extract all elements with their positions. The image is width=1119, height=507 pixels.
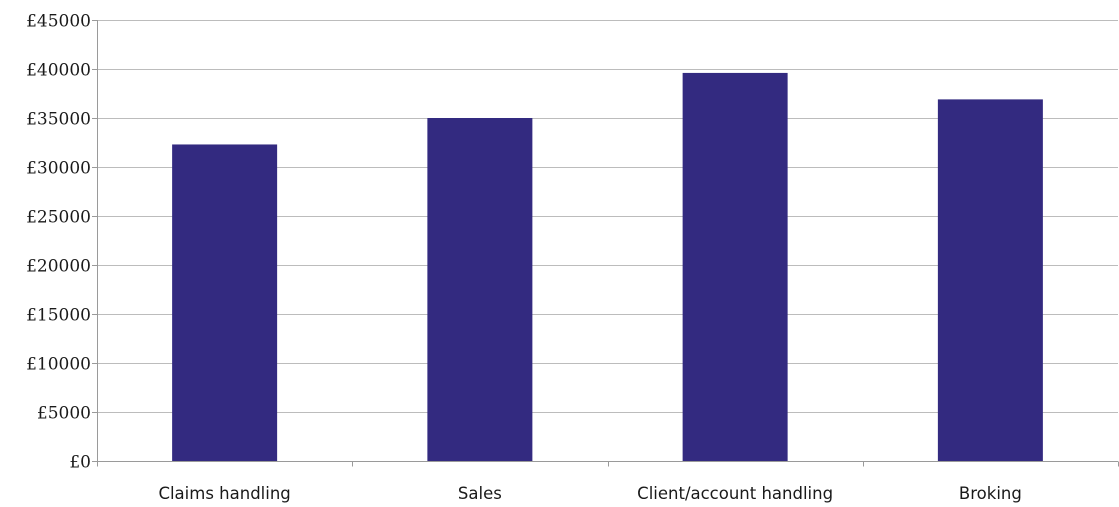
- x-tick-label: Claims handling: [158, 484, 290, 503]
- x-axis-tick-labels: Claims handling Sales Client/account handl…: [158, 484, 1021, 503]
- y-tick-label: £10000: [26, 355, 91, 375]
- bar-sales: [427, 118, 533, 461]
- y-tick-label: £0: [69, 453, 91, 473]
- bars: [172, 72, 1043, 462]
- y-tick-label: £45000: [26, 12, 91, 32]
- y-tick-label: £40000: [26, 61, 91, 81]
- bar-broking: [937, 99, 1043, 461]
- x-tick-label: Broking: [959, 484, 1022, 503]
- x-tick-label: Client/account handling: [637, 484, 833, 503]
- x-tick-label: Sales: [458, 484, 502, 503]
- y-tick-label: £5000: [37, 404, 91, 424]
- y-tick-label: £30000: [26, 159, 91, 179]
- axes: [92, 20, 1119, 467]
- y-tick-label: £35000: [26, 110, 91, 130]
- bar-client-account-handling: [682, 72, 788, 462]
- y-tick-label: £15000: [26, 306, 91, 326]
- bar-claims-handling: [172, 144, 278, 461]
- y-tick-label: £25000: [26, 208, 91, 228]
- y-tick-label: £20000: [26, 257, 91, 277]
- y-axis-tick-labels: £0 £5000 £10000 £15000 £20000 £25000 £30000 £35…: [26, 12, 91, 473]
